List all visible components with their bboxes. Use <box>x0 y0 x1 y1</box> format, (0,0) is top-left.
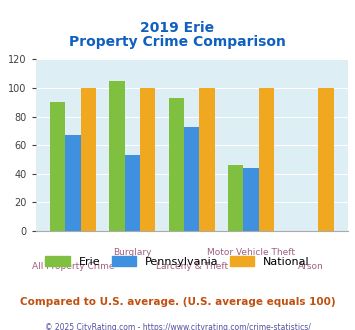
Bar <box>200 88 215 231</box>
Text: 2019 Erie: 2019 Erie <box>141 21 214 35</box>
Text: © 2025 CityRating.com - https://www.cityrating.com/crime-statistics/: © 2025 CityRating.com - https://www.city… <box>45 323 310 330</box>
Text: Burglary: Burglary <box>113 248 152 257</box>
Bar <box>259 88 274 231</box>
Text: Arson: Arson <box>297 262 323 271</box>
Bar <box>125 155 140 231</box>
Text: Compared to U.S. average. (U.S. average equals 100): Compared to U.S. average. (U.S. average … <box>20 297 335 307</box>
Bar <box>81 88 96 231</box>
Bar <box>184 127 200 231</box>
Bar <box>318 88 334 231</box>
Text: Larceny & Theft: Larceny & Theft <box>155 262 228 271</box>
Bar <box>50 102 65 231</box>
Bar <box>169 98 184 231</box>
Text: Motor Vehicle Theft: Motor Vehicle Theft <box>207 248 295 257</box>
Bar <box>109 81 125 231</box>
Bar <box>228 165 244 231</box>
Text: Property Crime Comparison: Property Crime Comparison <box>69 35 286 49</box>
Bar <box>140 88 155 231</box>
Bar <box>244 168 259 231</box>
Legend: Erie, Pennsylvania, National: Erie, Pennsylvania, National <box>41 251 314 271</box>
Bar <box>65 135 81 231</box>
Text: All Property Crime: All Property Crime <box>32 262 114 271</box>
